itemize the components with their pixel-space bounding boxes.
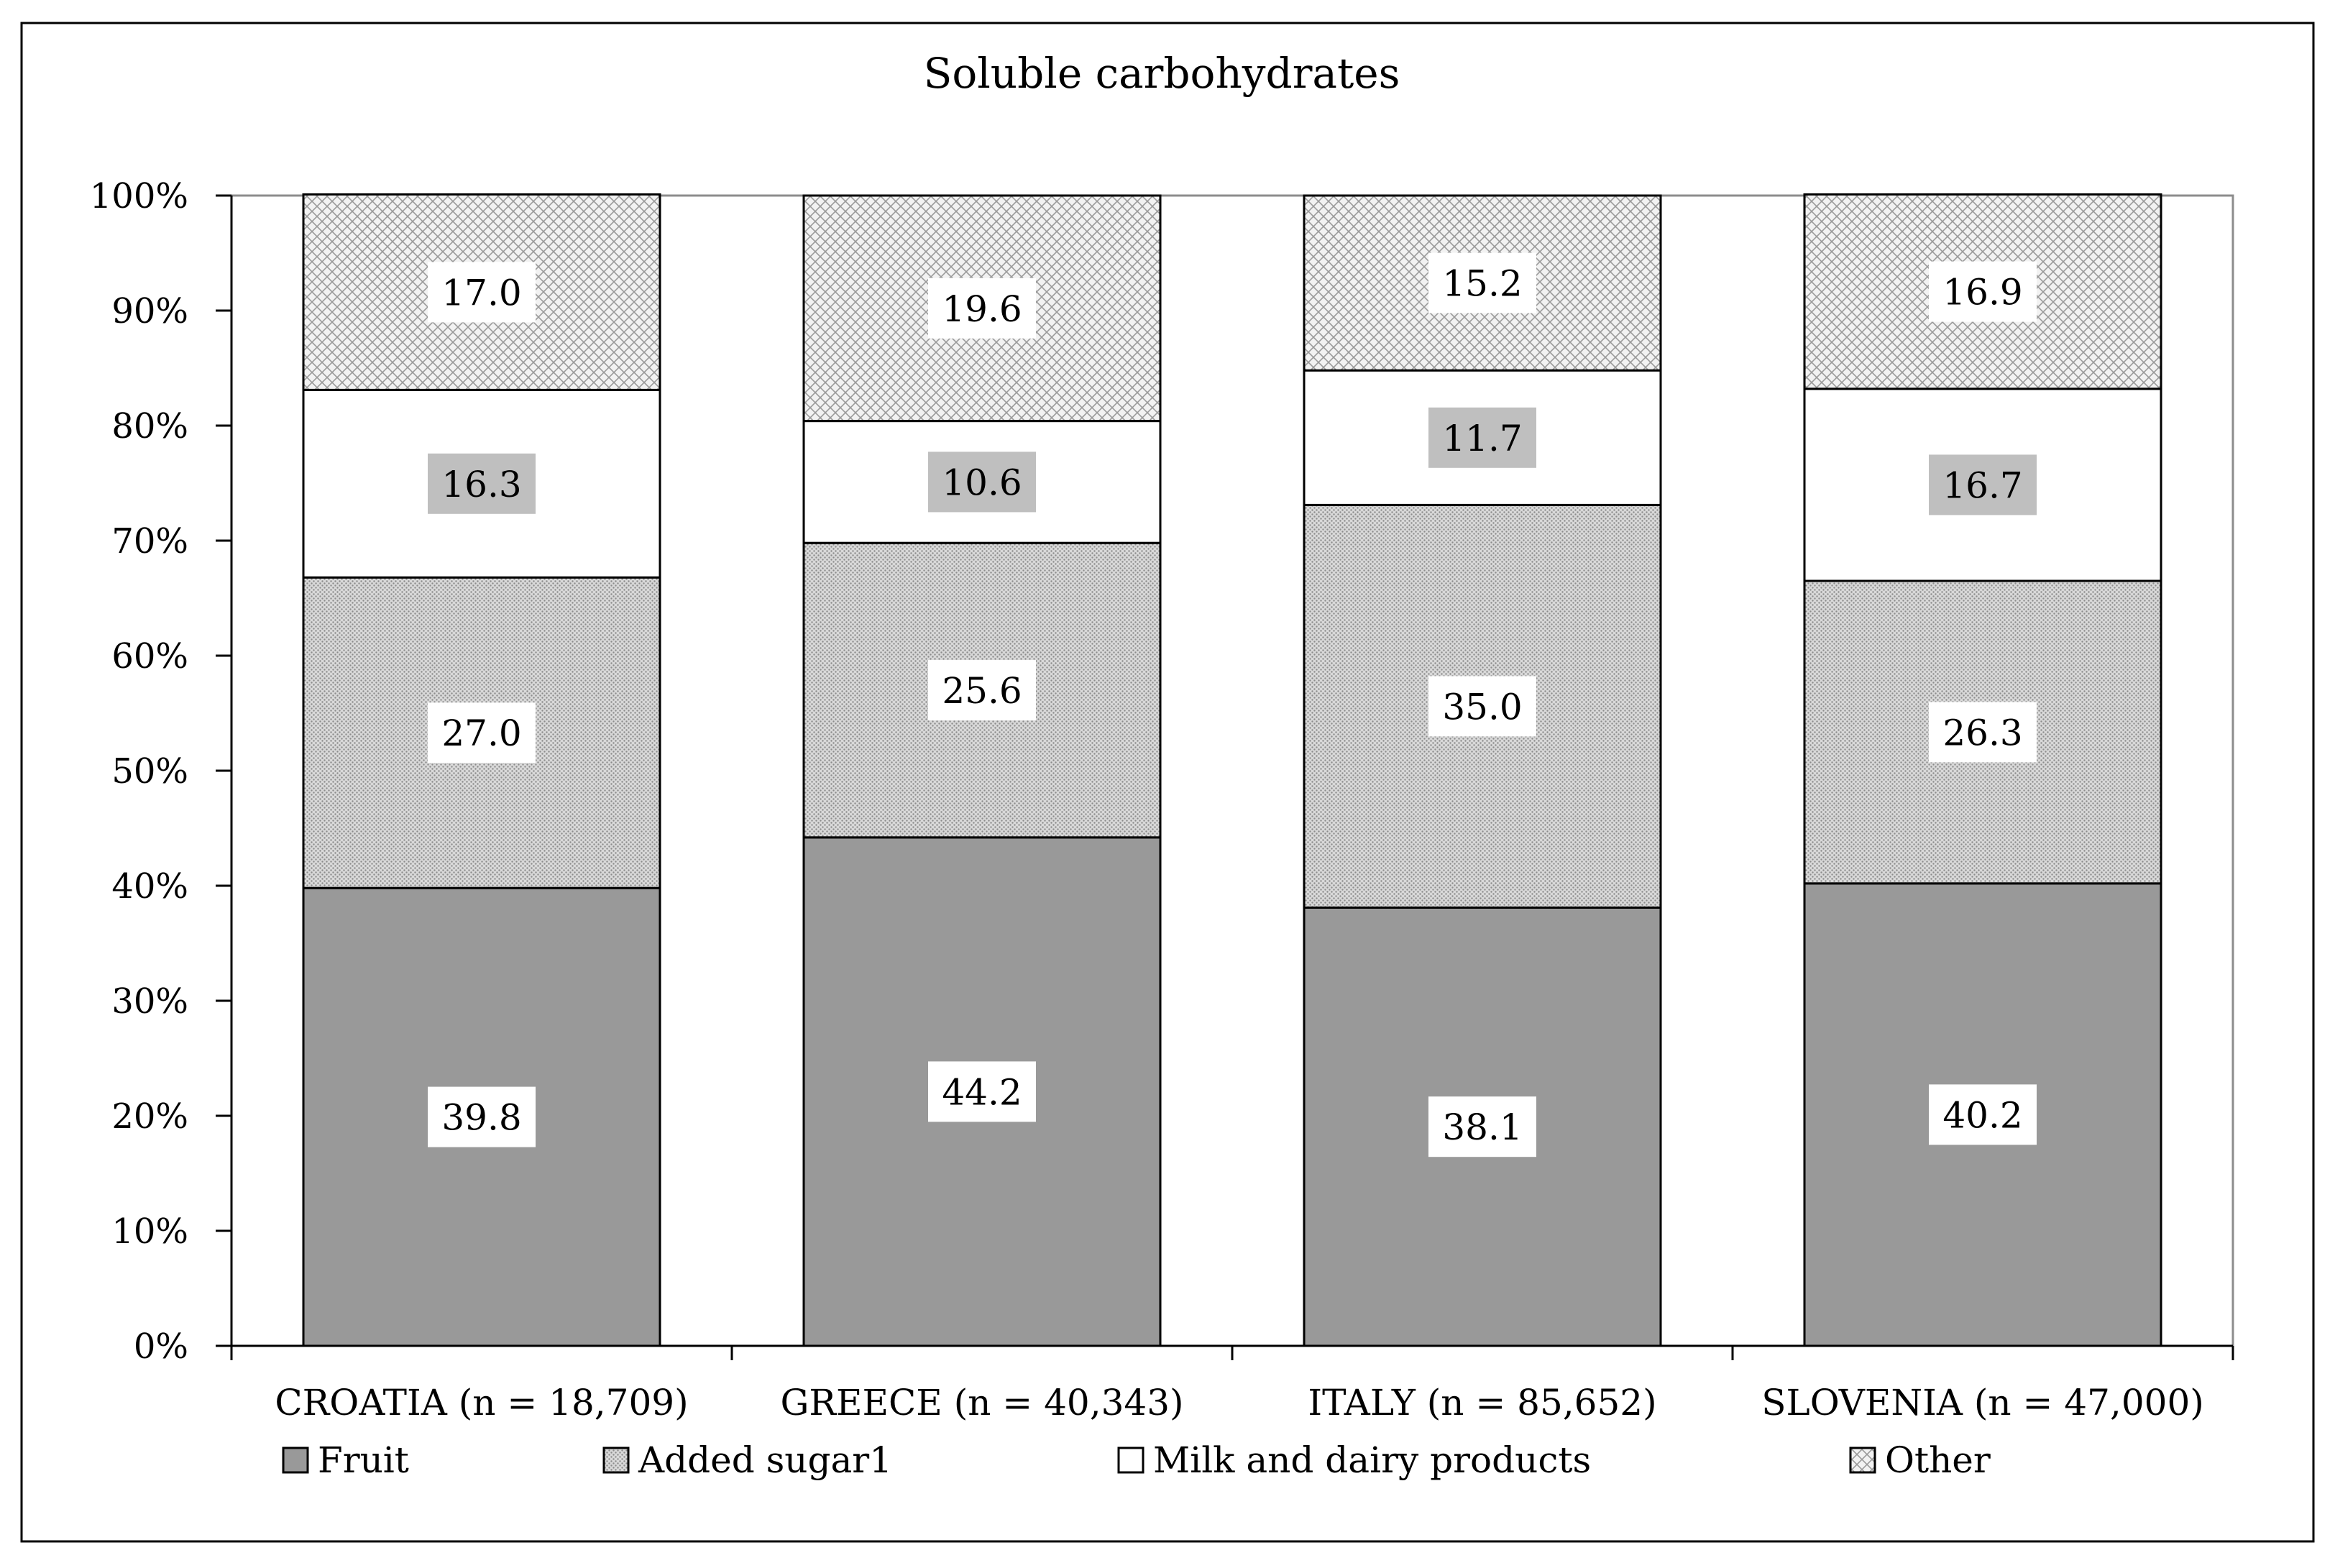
data-label-box xyxy=(1428,252,1536,313)
y-tick-label: 90% xyxy=(111,291,188,331)
data-label-box xyxy=(428,702,536,764)
legend-label-other: Other xyxy=(1885,1439,1991,1481)
data-label: 15.2 xyxy=(1442,263,1522,305)
x-tick-label: ITALY (n = 85,652) xyxy=(1308,1382,1656,1423)
x-tick-label: CROATIA (n = 18,709) xyxy=(275,1382,688,1423)
data-label: 16.9 xyxy=(1942,272,2022,313)
data-label-box xyxy=(428,262,536,323)
legend-label-fruit: Fruit xyxy=(318,1439,409,1481)
data-label-box xyxy=(428,453,536,514)
data-label-box xyxy=(928,660,1036,720)
data-label-box xyxy=(928,278,1036,339)
data-label: 44.2 xyxy=(942,1071,1022,1113)
data-label: 38.1 xyxy=(1442,1106,1522,1148)
x-tick-label: SLOVENIA (n = 47,000) xyxy=(1761,1382,2204,1423)
data-label: 19.6 xyxy=(942,288,1022,330)
legend-swatch-other xyxy=(1849,1446,1876,1474)
y-tick-label: 40% xyxy=(111,866,188,907)
y-tick-label: 80% xyxy=(111,406,188,446)
data-label-box xyxy=(1929,454,2037,515)
y-tick-label: 50% xyxy=(111,751,188,792)
data-label: 25.6 xyxy=(942,670,1022,712)
data-label-box xyxy=(1428,407,1536,468)
data-label: 11.7 xyxy=(1442,418,1522,459)
y-tick-label: 30% xyxy=(111,981,188,1022)
y-tick-label: 70% xyxy=(111,521,188,561)
legend-label-milk-and-dairy-products: Milk and dairy products xyxy=(1153,1439,1591,1481)
data-label: 10.6 xyxy=(942,462,1022,503)
x-tick-label: GREECE (n = 40,343) xyxy=(780,1382,1183,1423)
y-tick-label: 0% xyxy=(134,1326,188,1367)
data-label: 16.3 xyxy=(441,464,521,505)
legend-label-added-sugar1: Added sugar1 xyxy=(638,1439,892,1481)
data-label-box xyxy=(1428,676,1536,737)
data-label: 17.0 xyxy=(441,272,521,313)
data-label: 39.8 xyxy=(441,1097,521,1139)
data-label-box xyxy=(1929,1084,2037,1145)
data-label: 35.0 xyxy=(1442,686,1522,728)
data-label: 26.3 xyxy=(1942,712,2022,753)
y-tick-label: 20% xyxy=(111,1096,188,1137)
legend-swatch-fruit xyxy=(282,1446,309,1474)
chart-title: Soluble carbohydrates xyxy=(924,49,1400,98)
legend-swatch-milk-and-dairy-products xyxy=(1117,1446,1144,1474)
data-label-box xyxy=(928,1061,1036,1122)
data-label: 27.0 xyxy=(441,712,521,754)
y-tick-label: 60% xyxy=(111,636,188,677)
data-label-box xyxy=(928,451,1036,513)
y-tick-label: 10% xyxy=(111,1211,188,1252)
data-label-box xyxy=(1929,261,2037,322)
data-label-box xyxy=(1428,1096,1536,1157)
data-label: 16.7 xyxy=(1942,464,2022,506)
data-label-box xyxy=(1929,702,2037,763)
y-tick-label: 100% xyxy=(90,176,188,216)
data-label: 40.2 xyxy=(1942,1094,2022,1136)
legend-swatch-added-sugar1 xyxy=(602,1446,630,1474)
data-label-box xyxy=(428,1086,536,1147)
